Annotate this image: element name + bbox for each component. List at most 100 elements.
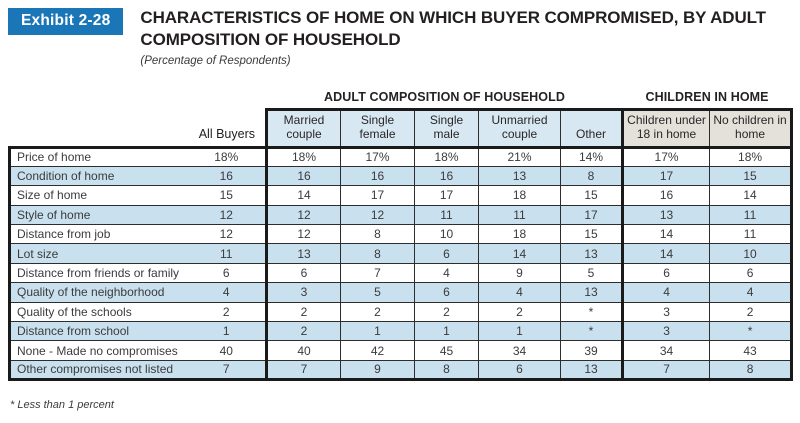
data-cell: 11 bbox=[709, 205, 794, 226]
title-block: CHARACTERISTICS OF HOME ON WHICH BUYER C… bbox=[140, 7, 772, 67]
data-cell: 6 bbox=[414, 243, 479, 264]
data-cell: 12 bbox=[266, 205, 341, 226]
data-cell: 4 bbox=[622, 282, 711, 303]
row-label: Style of home bbox=[8, 205, 188, 226]
data-cell: 17% bbox=[340, 147, 415, 167]
column-header-no-children: No children in home bbox=[709, 107, 794, 149]
data-cell: 15 bbox=[187, 185, 268, 206]
table-row: Size of home 15 14 17 17 18 15 16 14 bbox=[8, 185, 794, 206]
data-cell: 7 bbox=[266, 360, 341, 382]
table-row: Price of home 18% 18% 17% 18% 21% 14% 17% 18% bbox=[8, 147, 794, 167]
data-cell: 1 bbox=[340, 321, 415, 342]
row-label: Quality of the schools bbox=[8, 302, 188, 323]
data-cell: 13 bbox=[478, 166, 561, 187]
data-cell: 3 bbox=[622, 302, 711, 323]
data-cell: 17 bbox=[622, 166, 711, 187]
data-cell: 21% bbox=[478, 147, 561, 167]
data-cell: 13 bbox=[560, 360, 625, 382]
data-cell: 11 bbox=[414, 205, 479, 226]
data-cell: 12 bbox=[187, 205, 268, 226]
data-cell: 10 bbox=[414, 224, 479, 245]
data-cell: 4 bbox=[478, 282, 561, 303]
data-cell: 7 bbox=[187, 360, 268, 382]
data-cell: 13 bbox=[560, 243, 625, 264]
data-cell: 16 bbox=[340, 166, 415, 187]
data-cell: 43 bbox=[709, 340, 794, 361]
data-cell: 34 bbox=[622, 340, 711, 361]
data-cell: 17% bbox=[622, 147, 711, 167]
data-cell: 11 bbox=[709, 224, 794, 245]
data-cell: 6 bbox=[414, 282, 479, 303]
data-cell: 17 bbox=[414, 185, 479, 206]
data-cell: 40 bbox=[187, 340, 268, 361]
data-cell: 17 bbox=[340, 185, 415, 206]
footnote: * Less than 1 percent bbox=[10, 399, 114, 411]
row-label: Condition of home bbox=[8, 166, 188, 187]
table-row: None - Made no compromises 40 40 42 45 34 39 34… bbox=[8, 340, 794, 361]
data-cell: 8 bbox=[709, 360, 794, 382]
data-cell: 15 bbox=[709, 166, 794, 187]
row-label: Distance from school bbox=[8, 321, 188, 342]
data-cell: 14 bbox=[266, 185, 341, 206]
data-cell: 2 bbox=[340, 302, 415, 323]
data-cell: 12 bbox=[266, 224, 341, 245]
data-cell: 17 bbox=[560, 205, 625, 226]
data-cell: 5 bbox=[340, 282, 415, 303]
data-cell: 8 bbox=[340, 224, 415, 245]
data-cell: 4 bbox=[709, 282, 794, 303]
data-cell: * bbox=[560, 321, 625, 342]
data-cell: 18 bbox=[478, 224, 561, 245]
data-cell: 15 bbox=[560, 185, 625, 206]
table-row: Quality of the neighborhood 4 3 5 6 4 13 4 4 bbox=[8, 282, 794, 303]
data-cell: 13 bbox=[622, 205, 711, 226]
data-cell: 14 bbox=[622, 224, 711, 245]
data-cell: 16 bbox=[414, 166, 479, 187]
data-cell: 15 bbox=[560, 224, 625, 245]
group-header-row: ADULT COMPOSITION OF HOUSEHOLD CHILDREN … bbox=[10, 88, 792, 109]
data-cell: 6 bbox=[622, 263, 711, 284]
data-cell: 14 bbox=[622, 243, 711, 264]
exhibit-badge: Exhibit 2-28 bbox=[8, 8, 124, 35]
data-cell: 6 bbox=[266, 263, 341, 284]
data-cell: 6 bbox=[478, 360, 561, 382]
group-header-children-in-home: CHILDREN IN HOME bbox=[645, 89, 769, 104]
data-cell: 1 bbox=[414, 321, 479, 342]
data-cell: 14 bbox=[709, 185, 794, 206]
row-label: Distance from job bbox=[8, 224, 188, 245]
corner-cell bbox=[9, 109, 188, 149]
data-cell: 18% bbox=[187, 147, 268, 167]
data-cell: 2 bbox=[266, 321, 341, 342]
table-row: Distance from friends or family 6 6 7 4 9 5 6 6 bbox=[8, 263, 794, 284]
table-row: Other compromises not listed 7 7 9 8 6 13 7 8 bbox=[8, 360, 794, 382]
data-cell: 1 bbox=[187, 321, 268, 342]
data-cell: 11 bbox=[187, 243, 268, 264]
row-label: Other compromises not listed bbox=[8, 360, 188, 382]
page-subtitle: (Percentage of Respondents) bbox=[140, 55, 291, 68]
data-cell: 7 bbox=[622, 360, 711, 382]
data-cell: 7 bbox=[340, 263, 415, 284]
row-label: Size of home bbox=[8, 185, 188, 206]
data-cell: 5 bbox=[560, 263, 625, 284]
page-title: CHARACTERISTICS OF HOME ON WHICH BUYER C… bbox=[140, 8, 766, 50]
data-cell: 3 bbox=[622, 321, 711, 342]
data-cell: * bbox=[709, 321, 794, 342]
exhibit-header: Exhibit 2-28 CHARACTERISTICS OF HOME ON … bbox=[8, 8, 772, 67]
data-cell: 39 bbox=[560, 340, 625, 361]
data-cell: 18% bbox=[709, 147, 794, 167]
data-cell: 8 bbox=[414, 360, 479, 382]
column-header-single-male: Single male bbox=[414, 107, 479, 149]
data-cell: 11 bbox=[478, 205, 561, 226]
column-header-married-couple: Married couple bbox=[265, 107, 341, 149]
table-body: Price of home 18% 18% 17% 18% 21% 14% 17% 18% Con… bbox=[8, 147, 794, 382]
group-header-spacer bbox=[10, 88, 267, 109]
data-cell: 34 bbox=[478, 340, 561, 361]
column-header-single-female: Single female bbox=[340, 107, 415, 149]
column-header-all-buyers: All Buyers bbox=[187, 109, 267, 149]
data-cell: 16 bbox=[266, 166, 341, 187]
data-cell: 2 bbox=[478, 302, 561, 323]
data-cell: 40 bbox=[266, 340, 341, 361]
data-cell: 14 bbox=[478, 243, 561, 264]
data-cell: 2 bbox=[266, 302, 341, 323]
data-cell: 2 bbox=[187, 302, 268, 323]
